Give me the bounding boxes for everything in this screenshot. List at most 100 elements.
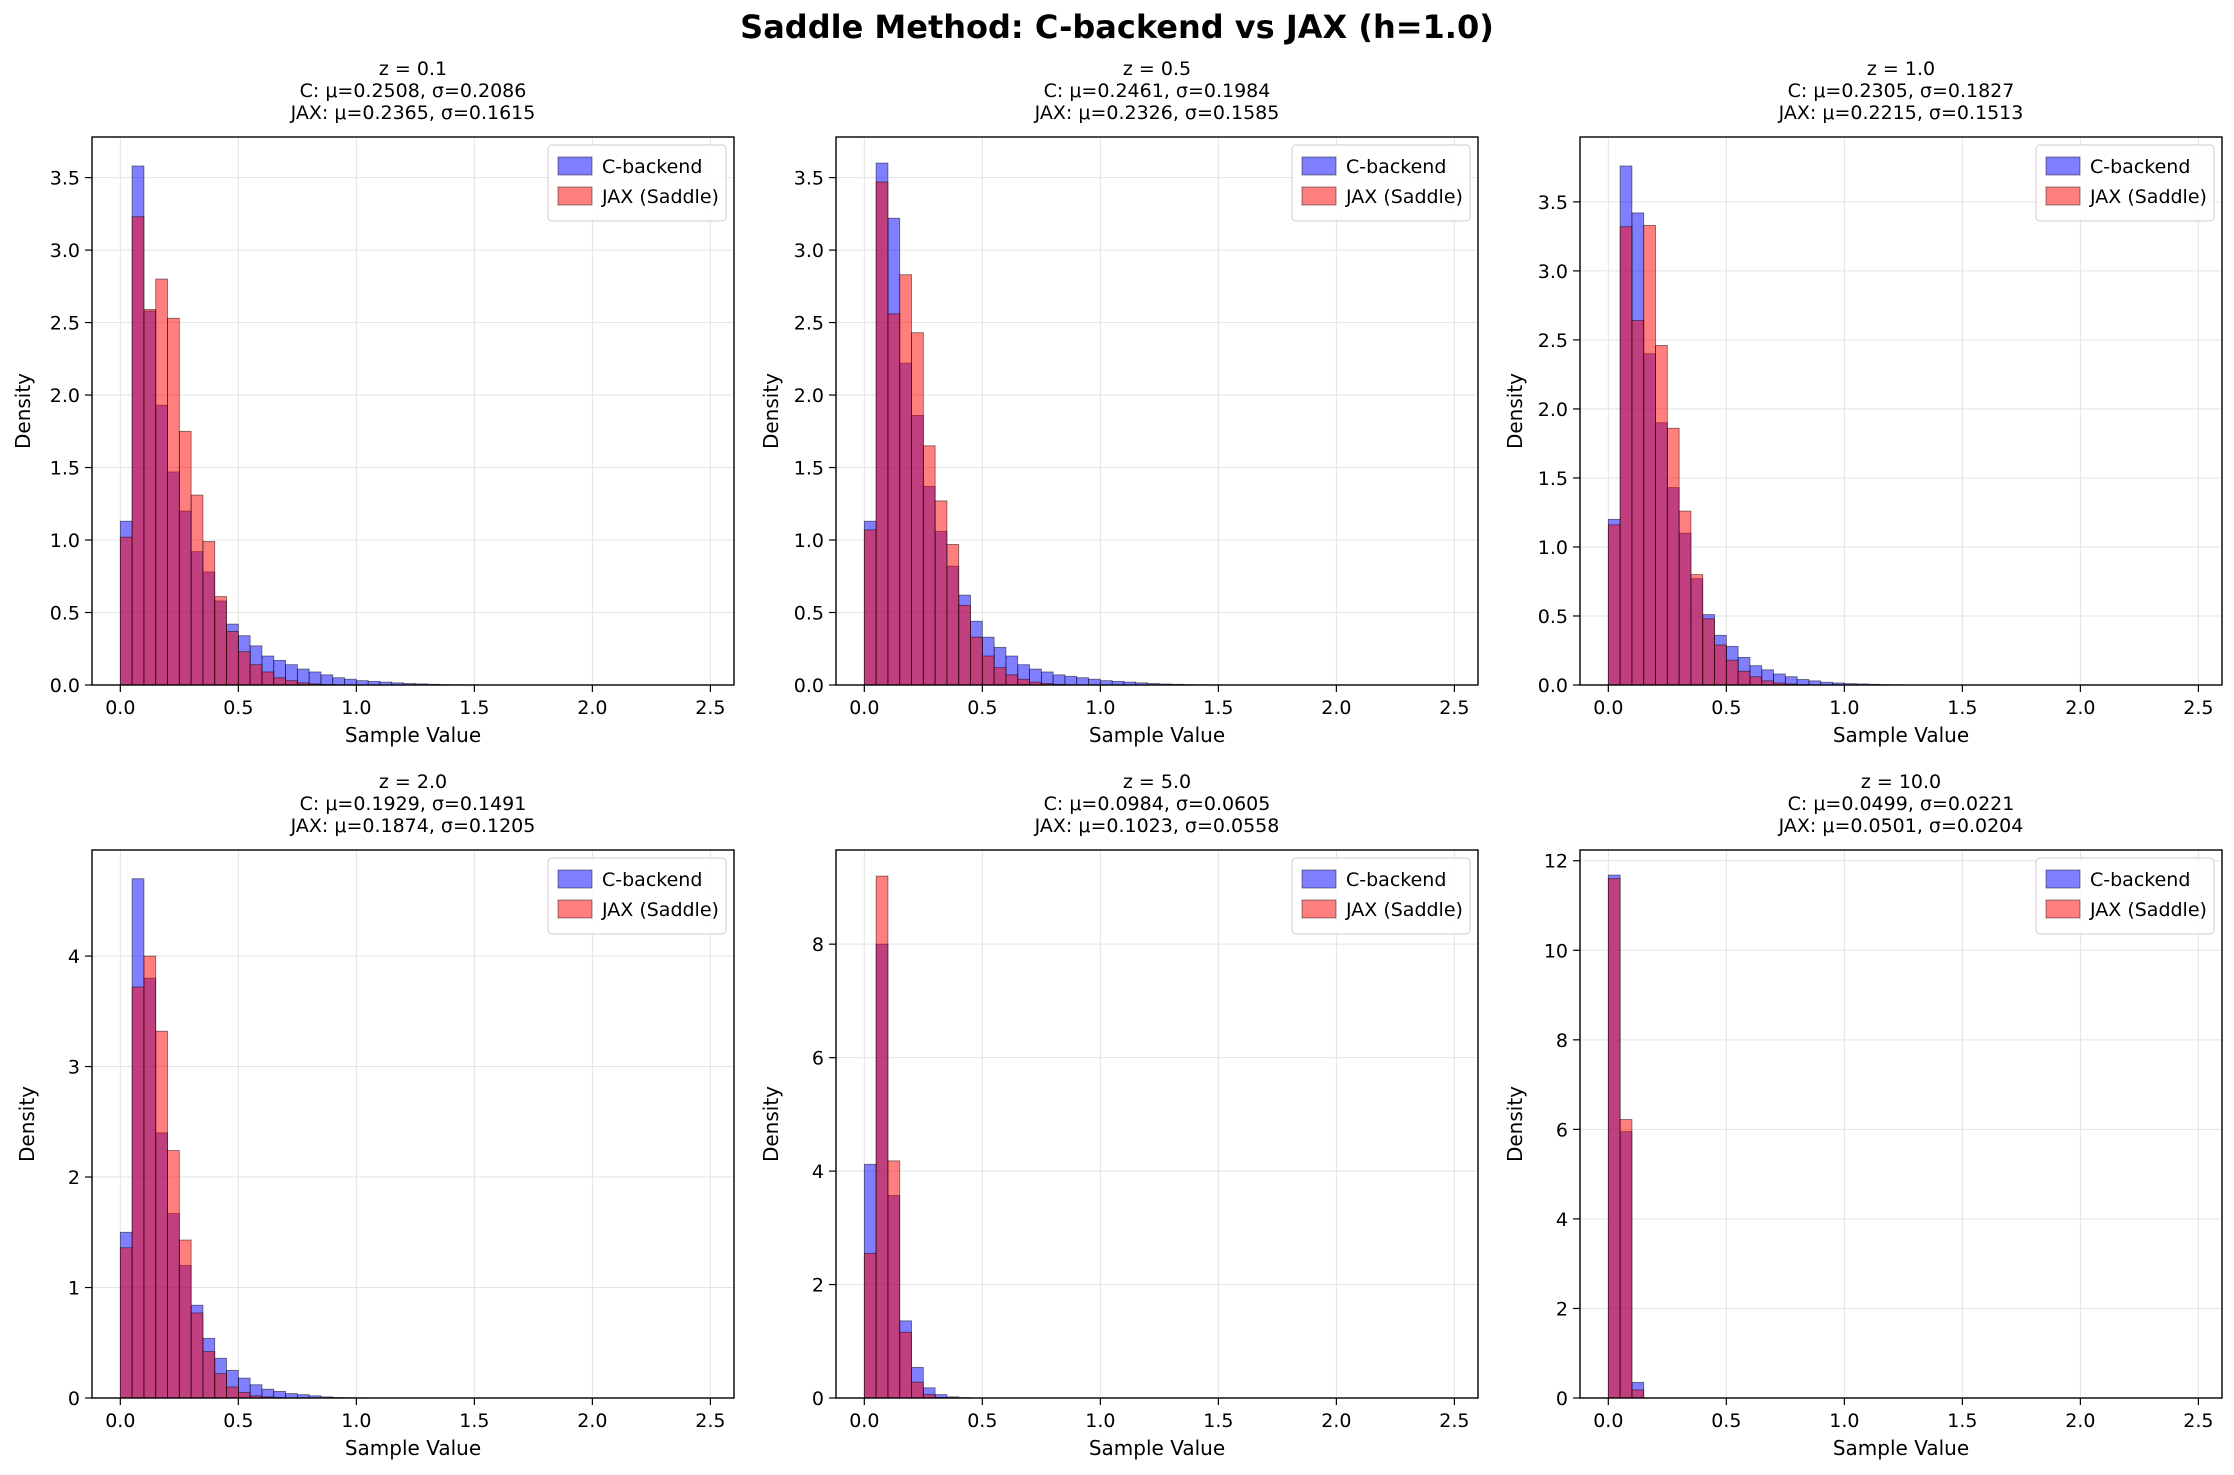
- c-backend-bar: [1076, 677, 1089, 686]
- jax-bar: [119, 1247, 133, 1399]
- x-tick-label: 0.5: [967, 1410, 997, 1432]
- jax-bar: [190, 494, 204, 686]
- x-tick-label: 1.5: [459, 1410, 489, 1432]
- jax-bar: [1619, 1119, 1633, 1399]
- x-tick-label: 0.5: [223, 1410, 253, 1432]
- jax-bar: [863, 1252, 877, 1399]
- y-tick-label: 1.5: [794, 458, 824, 480]
- y-tick-label: 3.0: [1538, 261, 1568, 283]
- jax-bar: [911, 1381, 924, 1399]
- c-backend-bar: [273, 1390, 286, 1399]
- y-axis-label: Density: [759, 1086, 783, 1162]
- histogram-panel-6: 0.0 0.5 1.0 1.5 2.0 2.5 0 2 4 6 8 10 12 Sample Value D…: [1503, 771, 2223, 1460]
- jax-bar: [887, 1160, 901, 1399]
- x-tick-label: 1.5: [459, 697, 489, 719]
- jax-bar: [143, 309, 157, 686]
- c-backend-legend-swatch: [2045, 156, 2081, 176]
- x-tick-label: 0.5: [967, 697, 997, 719]
- x-tick-label: 0.0: [105, 1410, 135, 1432]
- jax-legend-label: JAX (Saddle): [601, 899, 719, 921]
- y-tick-label: 3.0: [50, 240, 80, 262]
- y-tick-label: 2.5: [794, 313, 824, 335]
- c-backend-bar: [1040, 671, 1054, 686]
- legend: C-backend JAX (Saddle): [1291, 857, 1471, 935]
- x-tick-label: 0.0: [1593, 1410, 1623, 1432]
- jax-bar: [261, 671, 275, 686]
- jax-bar: [1655, 345, 1668, 686]
- jax-bar: [202, 541, 216, 686]
- jax-legend-swatch: [2045, 899, 2081, 919]
- legend: C-backend JAX (Saddle): [547, 144, 727, 222]
- panel-title-line: C: μ=0.2461, σ=0.1984: [1044, 80, 1271, 102]
- legend-box: [547, 144, 727, 222]
- y-tick-label: 1.5: [50, 458, 80, 480]
- y-tick-label: 0.0: [50, 675, 80, 697]
- jax-bar: [1714, 644, 1727, 686]
- axes-frame: [835, 849, 1479, 1399]
- jax-bar: [875, 875, 889, 1399]
- jax-bar: [214, 596, 227, 686]
- c-backend-bar: [332, 677, 345, 686]
- jax-legend-label: JAX (Saddle): [2089, 186, 2207, 208]
- jax-bar: [167, 1150, 180, 1399]
- jax-legend-label: JAX (Saddle): [601, 186, 719, 208]
- x-tick-label: 0.0: [849, 1410, 879, 1432]
- jax-bar: [131, 986, 145, 1399]
- jax-bar: [1631, 320, 1645, 686]
- jax-bar: [993, 667, 1007, 686]
- jax-legend-label: JAX (Saddle): [1345, 186, 1463, 208]
- panel-title-line: JAX: μ=0.2215, σ=0.1513: [1778, 102, 2024, 124]
- jax-bar: [237, 651, 251, 686]
- y-tick-label: 0.5: [50, 603, 80, 625]
- jax-bar: [1631, 1389, 1645, 1399]
- y-tick-label: 3.0: [794, 240, 824, 262]
- x-tick-label: 1.0: [1085, 1410, 1115, 1432]
- y-tick-label: 12: [1544, 851, 1568, 873]
- y-tick-label: 10: [1544, 940, 1568, 962]
- y-tick-label: 8: [812, 934, 824, 956]
- y-tick-label: 0: [812, 1388, 824, 1410]
- legend: C-backend JAX (Saddle): [2035, 857, 2215, 935]
- x-tick-label: 2.5: [1439, 1410, 1469, 1432]
- panel-title-line: C: μ=0.1929, σ=0.1491: [300, 793, 527, 815]
- c-backend-bar: [1052, 674, 1066, 686]
- jax-bar: [1619, 226, 1633, 686]
- x-tick-label: 0.0: [849, 697, 879, 719]
- legend-box: [2035, 144, 2215, 222]
- jax-bar: [131, 216, 145, 686]
- jax-bar: [202, 1351, 216, 1399]
- jax-bar: [887, 313, 901, 686]
- legend: C-backend JAX (Saddle): [547, 857, 727, 935]
- panel-title-line: JAX: μ=0.1874, σ=0.1205: [290, 815, 536, 837]
- x-tick-label: 2.5: [695, 697, 725, 719]
- jax-bar: [167, 317, 180, 686]
- jax-bar: [178, 1239, 192, 1399]
- panel-title-line: JAX: μ=0.0501, σ=0.0204: [1778, 815, 2024, 837]
- jax-bar: [946, 543, 960, 686]
- x-tick-label: 1.5: [1203, 697, 1233, 719]
- y-tick-label: 6: [812, 1048, 824, 1070]
- panel-title-line: JAX: μ=0.2365, σ=0.1615: [290, 102, 536, 124]
- x-tick-label: 0.5: [1711, 1410, 1741, 1432]
- y-tick-label: 4: [68, 946, 80, 968]
- c-backend-legend-label: C-backend: [2090, 156, 2190, 178]
- jax-bar: [226, 1386, 239, 1399]
- panel-title-line: z = 1.0: [1867, 58, 1935, 80]
- y-tick-label: 0.5: [794, 603, 824, 625]
- x-tick-label: 2.0: [2065, 697, 2095, 719]
- jax-bar: [178, 430, 192, 686]
- y-axis-label: Density: [1503, 373, 1527, 449]
- jax-bar: [143, 955, 157, 1399]
- x-tick-label: 2.0: [1321, 697, 1351, 719]
- c-backend-legend-label: C-backend: [602, 156, 702, 178]
- jax-bar: [190, 1312, 204, 1399]
- y-tick-label: 2.0: [1538, 399, 1568, 421]
- jax-bar: [119, 536, 133, 686]
- axes-frame: [835, 136, 1479, 686]
- jax-bar: [863, 529, 877, 686]
- x-axis-label: Sample Value: [1089, 723, 1225, 747]
- jax-bar: [1725, 659, 1739, 686]
- jax-bar: [1005, 674, 1019, 686]
- histogram-panel-2: 0.0 0.5 1.0 1.5 2.0 2.5 0.0 0.5 1.0 1.5 2.0 2.5 3.0 3…: [759, 58, 1479, 747]
- y-axis-label: Density: [15, 1086, 39, 1162]
